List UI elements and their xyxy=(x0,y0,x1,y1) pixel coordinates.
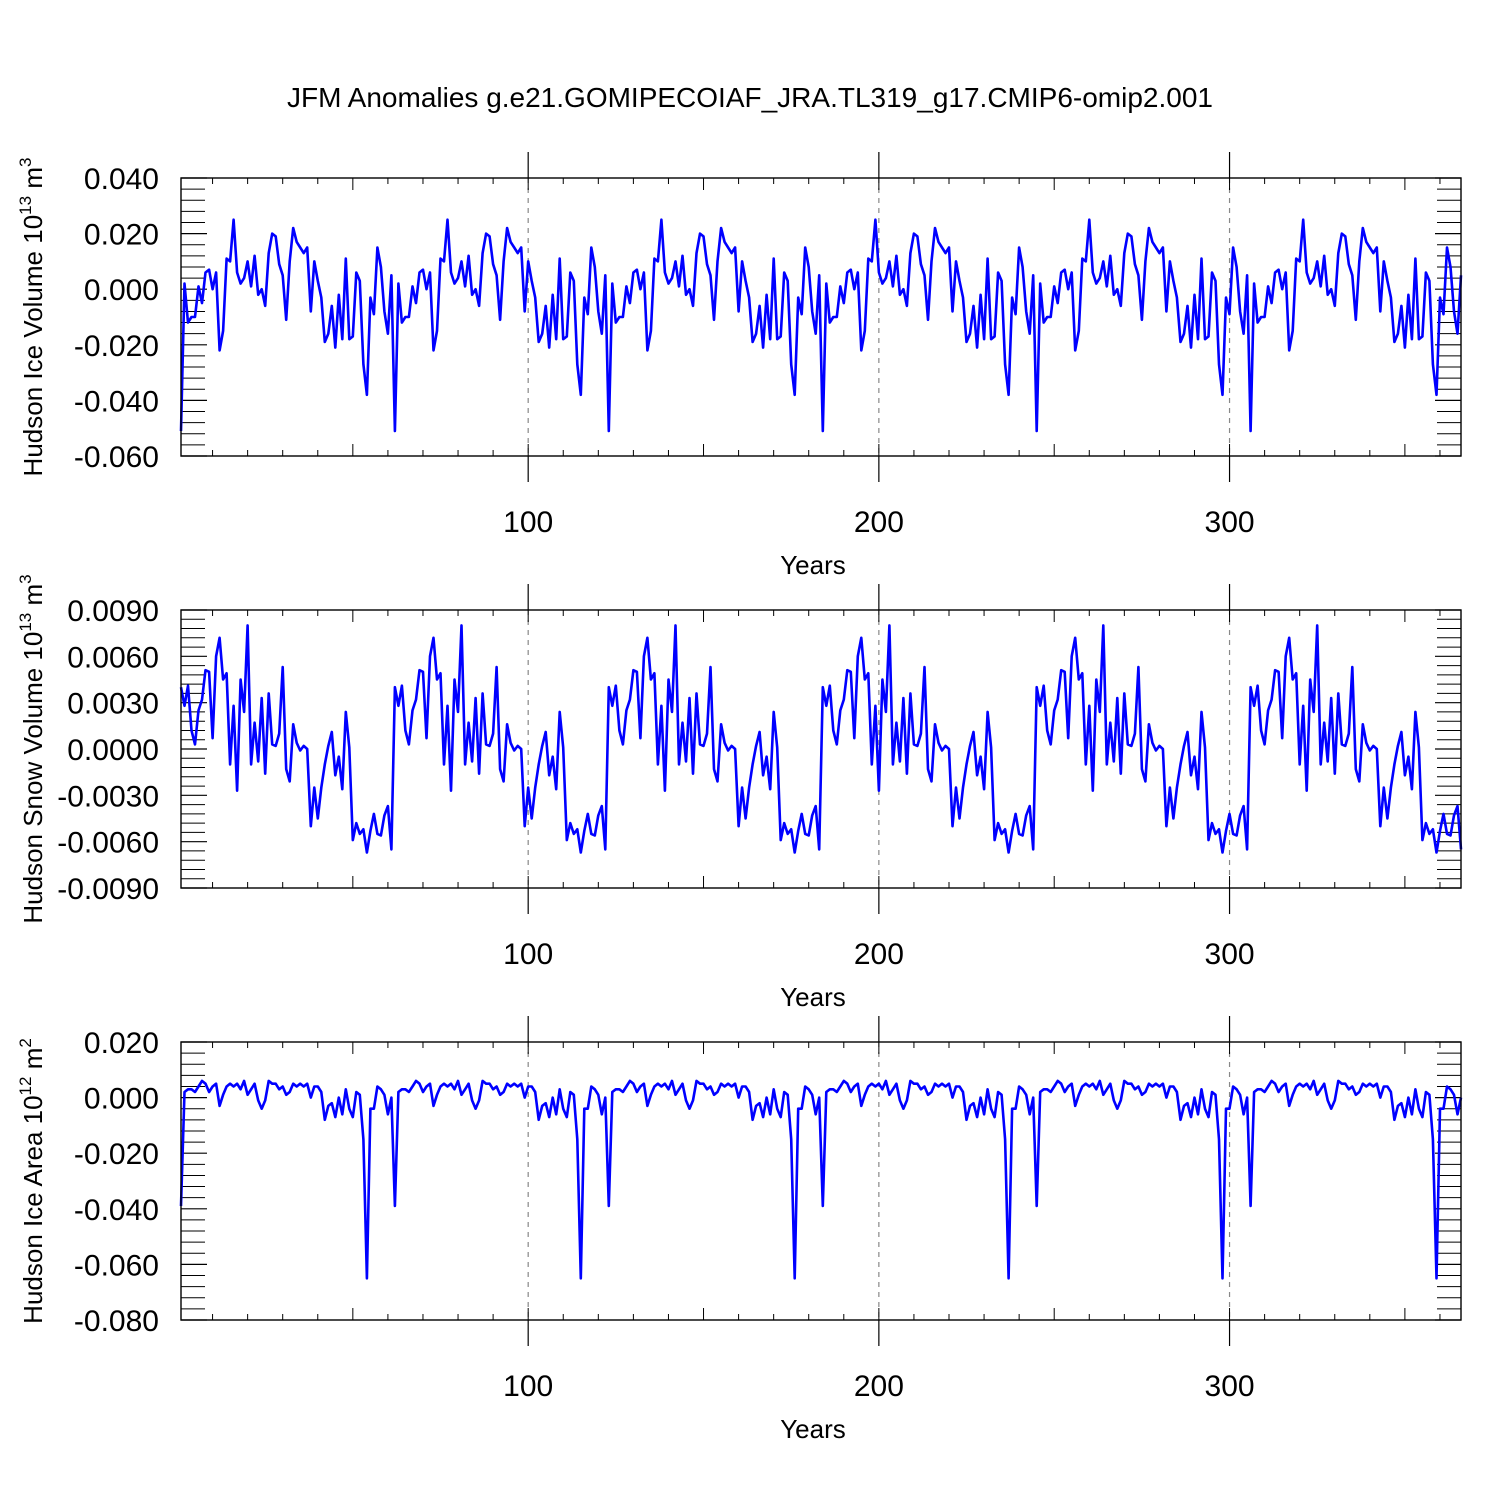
plot-frame xyxy=(180,609,1462,889)
y-tick-label: 0.0090 xyxy=(67,595,159,628)
y-axis-title-superscript: 3 xyxy=(16,158,35,167)
y-tick-label: -0.0030 xyxy=(57,780,159,813)
series-line xyxy=(179,218,1463,433)
y-tick-label: 0.040 xyxy=(84,163,159,196)
plot-frame xyxy=(180,1041,1462,1321)
x-tick-label: 300 xyxy=(1205,938,1255,971)
y-axis-title: Hudson Ice Volume 1013 m3 xyxy=(16,158,48,477)
y-tick-label: 0.020 xyxy=(84,219,159,252)
y-tick-label: -0.080 xyxy=(74,1305,159,1338)
y-axis-title-part: Hudson Snow Volume 10 xyxy=(18,632,48,924)
x-tick-label: 200 xyxy=(854,1370,904,1403)
y-tick-label: -0.0060 xyxy=(57,827,159,860)
y-tick-label: 0.0060 xyxy=(67,641,159,674)
y-tick-label: -0.040 xyxy=(74,1194,159,1227)
panels: 100 200 300 -0.060 -0.040 -0.020 0.000 0.020 0.0… xyxy=(16,152,1463,1444)
panel-3: 100 200 300 -0.080 -0.060 -0.040 -0.020 0.000 0.… xyxy=(16,1016,1463,1444)
y-axis-title-part: Hudson Ice Volume 10 xyxy=(18,215,48,477)
series-line xyxy=(179,624,1463,854)
x-tick-label: 300 xyxy=(1205,506,1255,539)
y-tick-label: -0.060 xyxy=(74,1249,159,1282)
x-tick-label: 100 xyxy=(503,938,553,971)
series-line xyxy=(179,1079,1463,1280)
y-axis-title-superscript: 13 xyxy=(16,196,35,215)
y-tick-label: -0.060 xyxy=(74,441,159,474)
x-tick-label: 300 xyxy=(1205,1370,1255,1403)
y-axis-title-superscript: 12 xyxy=(16,1077,35,1096)
x-axis-title: Years xyxy=(780,550,846,580)
y-tick-label: -0.020 xyxy=(74,330,159,363)
x-tick-label: 200 xyxy=(854,938,904,971)
x-tick-label: 200 xyxy=(854,506,904,539)
panel-2: 100 200 300 -0.0090 -0.0060 -0.0030 0.0000 0.00… xyxy=(16,574,1463,1012)
x-axis-title: Years xyxy=(780,982,846,1012)
y-tick-label: 0.020 xyxy=(84,1027,159,1060)
x-axis-title: Years xyxy=(780,1414,846,1444)
y-tick-label: 0.0030 xyxy=(67,688,159,721)
y-axis-title: Hudson Snow Volume 1013 m3 xyxy=(16,574,48,923)
panel-1: 100 200 300 -0.060 -0.040 -0.020 0.000 0.020 0.0… xyxy=(16,152,1463,580)
y-axis-title-part: m xyxy=(18,167,48,196)
y-axis-title-part: Hudson Ice Area 10 xyxy=(18,1095,48,1323)
x-tick-label: 100 xyxy=(503,1370,553,1403)
y-tick-label: -0.040 xyxy=(74,385,159,418)
y-tick-label: -0.020 xyxy=(74,1138,159,1171)
y-axis-title: Hudson Ice Area 1012 m2 xyxy=(16,1038,48,1324)
y-tick-label: 0.000 xyxy=(84,1083,159,1116)
y-tick-label: 0.0000 xyxy=(67,734,159,767)
y-axis-title-superscript: 3 xyxy=(16,574,35,583)
y-tick-label: -0.0090 xyxy=(57,873,159,906)
plot-frame xyxy=(180,177,1462,457)
figure-title: JFM Anomalies g.e21.GOMIPECOIAF_JRA.TL31… xyxy=(287,82,1213,113)
y-axis-title-part: m xyxy=(18,584,48,613)
y-axis-title-superscript: 13 xyxy=(16,613,35,632)
y-tick-label: 0.000 xyxy=(84,274,159,307)
y-axis-title-part: m xyxy=(18,1048,48,1077)
x-tick-label: 100 xyxy=(503,506,553,539)
y-axis-title-superscript: 2 xyxy=(16,1038,35,1047)
